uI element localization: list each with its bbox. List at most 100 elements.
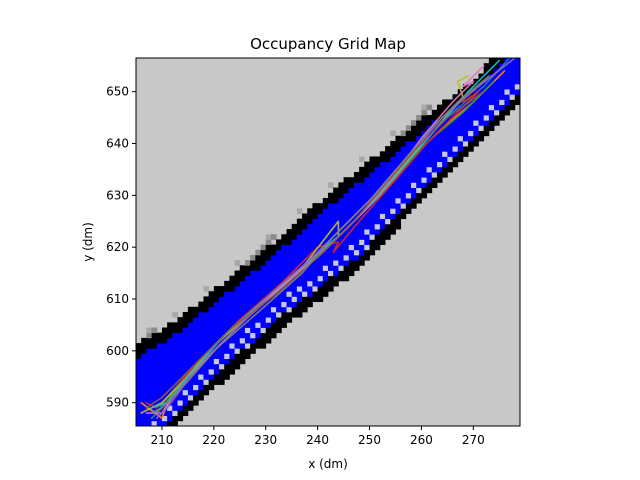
grid-cell (416, 172, 422, 178)
grid-cell (208, 332, 215, 339)
grid-cell (400, 182, 407, 188)
grid-cell (244, 353, 251, 360)
x-tick-label: 220 (202, 433, 225, 447)
grid-cell (229, 322, 235, 328)
grid-cell (348, 239, 355, 245)
grid-cell (468, 99, 474, 106)
grid-cell (494, 83, 500, 90)
grid-cell (436, 156, 443, 163)
grid-cell (265, 234, 272, 240)
grid-cell (447, 156, 453, 163)
grid-cell (416, 192, 422, 199)
grid-cell (431, 172, 438, 178)
grid-cell (234, 286, 241, 292)
grid-cell (172, 374, 178, 380)
grid-cell (260, 254, 267, 261)
grid-cell (509, 68, 516, 74)
grid-cell (302, 296, 308, 302)
grid-cell (359, 177, 365, 183)
grid-cell (276, 296, 282, 302)
grid-cell (151, 348, 158, 354)
grid-cell (338, 203, 344, 209)
grid-cell (255, 327, 261, 334)
grid-cell (504, 109, 511, 116)
grid-cell (296, 249, 303, 256)
grid-cell (156, 348, 163, 354)
grid-cell (193, 400, 199, 406)
grid-cell (462, 109, 469, 116)
grid-cell (478, 120, 485, 126)
grid-cell (317, 270, 324, 277)
grid-cell (416, 120, 422, 126)
grid-cell (234, 275, 241, 282)
grid-cell (156, 343, 163, 349)
grid-cell (426, 172, 433, 178)
grid-cell (244, 322, 251, 328)
grid-cell (156, 353, 163, 360)
grid-cell (141, 368, 147, 375)
grid-cell (239, 296, 246, 302)
grid-cell (312, 280, 319, 287)
grid-cell (499, 109, 505, 116)
grid-cell (302, 275, 308, 282)
grid-cell (281, 239, 287, 245)
grid-cell (426, 104, 433, 111)
grid-cell (374, 203, 381, 209)
grid-cell (219, 322, 225, 328)
grid-cell (265, 317, 272, 323)
grid-cell (400, 135, 407, 142)
grid-cell (457, 156, 464, 163)
grid-cell (379, 223, 386, 230)
grid-cell (343, 249, 350, 256)
grid-cell (172, 405, 178, 411)
grid-cell (219, 332, 225, 339)
grid-cell (395, 203, 402, 209)
grid-cell (385, 229, 391, 235)
grid-cell (161, 358, 168, 365)
grid-cell (167, 348, 173, 354)
grid-cell (156, 389, 163, 396)
grid-cell (369, 249, 376, 256)
grid-cell (208, 311, 215, 318)
grid-cell (302, 260, 308, 266)
grid-cell (312, 208, 319, 214)
grid-cell (483, 68, 490, 74)
grid-cell (141, 384, 147, 391)
grid-cell (291, 306, 298, 313)
grid-cell (457, 115, 464, 121)
grid-cell (457, 146, 464, 152)
grid-cell (250, 254, 256, 261)
grid-cell (286, 291, 293, 297)
grid-cell (364, 182, 370, 188)
grid-cell (426, 120, 433, 126)
grid-cell (260, 317, 267, 323)
grid-cell (281, 260, 287, 266)
grid-cell (322, 208, 329, 214)
grid-cell (436, 130, 443, 137)
grid-cell (338, 275, 344, 282)
grid-cell (426, 166, 433, 173)
grid-cell (182, 317, 189, 323)
grid-cell (431, 146, 438, 152)
grid-cell (172, 379, 178, 385)
grid-cell (208, 306, 215, 313)
grid-cell (265, 322, 272, 328)
grid-cell (364, 172, 370, 178)
grid-cell (270, 286, 277, 292)
grid-cell (385, 156, 391, 163)
grid-cell (187, 348, 194, 354)
grid-cell (136, 363, 142, 370)
grid-cell (390, 166, 396, 173)
grid-cell (462, 115, 469, 121)
grid-cell (291, 296, 298, 302)
grid-cell (343, 254, 350, 261)
grid-cell (322, 260, 329, 266)
grid-cell (141, 348, 147, 354)
grid-cell (296, 280, 303, 287)
grid-cell (234, 280, 241, 287)
grid-cell (151, 384, 158, 391)
grid-cell (452, 125, 459, 131)
grid-cell (187, 317, 194, 323)
grid-cell (177, 389, 184, 396)
grid-cell (265, 265, 272, 271)
